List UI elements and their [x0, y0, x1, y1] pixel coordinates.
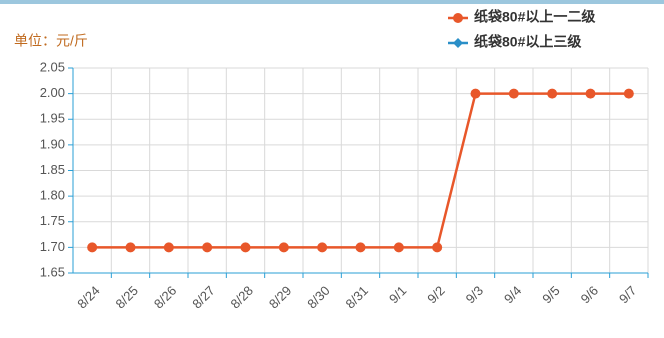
point	[547, 88, 558, 99]
legend-label: 纸袋80#以上一二级	[474, 9, 596, 25]
y-axis-label: 单位：元/斤	[14, 33, 88, 49]
y-tick-label: 1.70	[40, 239, 65, 254]
x-tick-label: 8/25	[113, 283, 142, 312]
point	[240, 242, 251, 253]
point	[470, 88, 481, 99]
point	[87, 242, 98, 253]
y-tick-label: 1.75	[40, 213, 65, 228]
point	[125, 242, 136, 253]
x-tick-label: 9/6	[578, 283, 601, 306]
y-tick-label: 2.05	[40, 59, 65, 74]
point	[432, 242, 443, 253]
y-tick-label: 2.00	[40, 85, 65, 100]
x-tick-label: 8/31	[343, 283, 372, 312]
x-tick-label: 9/7	[616, 283, 639, 306]
point	[393, 242, 404, 253]
legend-marker	[453, 38, 463, 48]
point	[278, 242, 289, 253]
y-tick-label: 1.95	[40, 111, 65, 126]
x-tick-label: 8/29	[266, 283, 295, 312]
x-tick-label: 8/28	[228, 283, 257, 312]
x-tick-label: 9/2	[424, 283, 447, 306]
x-tick-label: 8/24	[74, 283, 103, 312]
point	[585, 88, 596, 99]
point	[623, 88, 634, 99]
point	[163, 242, 174, 253]
x-tick-label: 9/3	[463, 283, 486, 306]
legend-marker	[453, 13, 463, 23]
legend-label: 纸袋80#以上三级	[474, 34, 582, 50]
point	[317, 242, 328, 253]
y-tick-label: 1.65	[40, 264, 65, 279]
x-tick-label: 9/1	[386, 283, 409, 306]
y-tick-label: 1.85	[40, 162, 65, 177]
point	[508, 88, 519, 99]
y-tick-label: 1.90	[40, 136, 65, 151]
y-tick-label: 1.80	[40, 188, 65, 203]
top-border	[0, 0, 664, 4]
x-tick-label: 8/30	[304, 283, 333, 312]
x-tick-label: 9/4	[501, 283, 524, 306]
point	[355, 242, 366, 253]
x-tick-label: 8/26	[151, 283, 180, 312]
x-tick-label: 8/27	[189, 283, 218, 312]
point	[202, 242, 213, 253]
x-tick-label: 9/5	[539, 283, 562, 306]
